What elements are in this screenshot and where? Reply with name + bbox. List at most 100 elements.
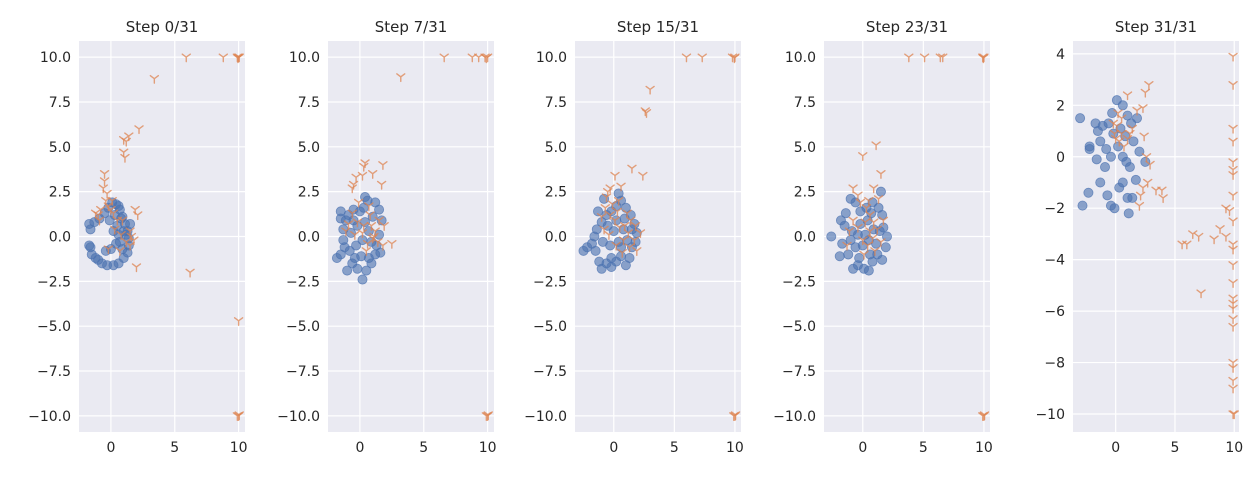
point-series-tri-down xyxy=(1224,207,1235,216)
point-series-tri-down xyxy=(610,171,620,181)
point-series-tri-down xyxy=(1228,81,1238,90)
point-series-tri-down xyxy=(370,227,380,237)
point-series-tri-down xyxy=(1116,129,1127,139)
point-series-tri-down xyxy=(396,73,406,83)
point-series-tri-down xyxy=(697,53,707,63)
point-series-tri-down xyxy=(623,229,634,239)
point-series-tri-down xyxy=(1228,158,1238,168)
point-series-tri-down xyxy=(115,247,125,257)
point-series-circle xyxy=(1123,208,1134,219)
y-tick-label: 2 xyxy=(1056,98,1065,114)
y-tick-label: 0 xyxy=(1056,150,1065,166)
point-series-tri-down xyxy=(632,247,642,257)
point-series-tri-down xyxy=(125,241,135,251)
x-tick-label: 10 xyxy=(726,440,744,456)
point-series-tri-down xyxy=(979,411,990,421)
point-series-tri-down xyxy=(1143,178,1153,188)
point-series-tri-down xyxy=(362,239,373,249)
point-series-circle xyxy=(104,215,115,226)
y-tick-label: −7.5 xyxy=(782,364,816,380)
point-series-tri-down xyxy=(1228,294,1238,304)
point-series-tri-down xyxy=(1228,410,1238,420)
point-series-tri-down xyxy=(343,220,354,230)
point-series-tri-down xyxy=(117,216,128,226)
point-series-tri-down xyxy=(1228,279,1238,288)
point-series-circle xyxy=(374,204,385,215)
point-series-tri-down xyxy=(1228,304,1238,314)
point-series-circle xyxy=(616,251,627,262)
point-series-tri-down xyxy=(1228,124,1238,134)
point-series-circle xyxy=(845,193,856,204)
point-series-circle xyxy=(840,208,851,219)
point-series-tri-down xyxy=(599,225,609,235)
point-series-circle xyxy=(1084,144,1095,155)
point-series-tri-down xyxy=(357,171,368,181)
x-tick-label: 0 xyxy=(106,440,115,456)
point-series-circle xyxy=(1107,108,1118,119)
x-tick-label: 0 xyxy=(1111,440,1120,456)
point-series-circle xyxy=(854,253,865,264)
point-series-circle xyxy=(1105,151,1116,162)
y-tick-label: 2.5 xyxy=(545,185,567,201)
point-series-tri-down xyxy=(610,216,620,226)
x-tick-label: 5 xyxy=(419,440,428,456)
subplot-title: Step 0/31 xyxy=(126,18,199,36)
point-series-circle xyxy=(1122,110,1133,121)
point-series-tri-down xyxy=(116,231,126,240)
subplot-4: Step 23/31 0 5 10 10.0 7.5 5.0 2.5 0.0 −2.5 −5.0 −7… xyxy=(773,18,993,456)
point-series-tri-down xyxy=(1228,376,1238,386)
y-tick-label: −2.5 xyxy=(533,274,567,290)
y-tick-label: 0.0 xyxy=(794,230,816,246)
point-series-tri-down xyxy=(862,241,873,251)
point-series-tri-down xyxy=(347,184,357,194)
point-series-circle xyxy=(357,274,368,285)
y-tick-label: −8 xyxy=(1044,356,1065,372)
point-series-tri-down xyxy=(1228,315,1238,325)
point-series-circle xyxy=(351,240,362,251)
y-tick-label: −10.0 xyxy=(524,409,567,425)
x-tick-label: 0 xyxy=(609,440,618,456)
point-series-tri-down xyxy=(90,209,101,219)
point-series-tri-down xyxy=(868,184,879,194)
point-series-circle xyxy=(1128,136,1139,147)
y-tick-label: 5.0 xyxy=(49,140,71,156)
point-series-tri-down xyxy=(131,263,142,273)
point-series-tri-down xyxy=(1157,186,1167,196)
y-tick-label: −7.5 xyxy=(37,364,71,380)
point-series-circle xyxy=(880,242,891,253)
point-series-tri-down xyxy=(367,234,378,244)
point-series-tri-down xyxy=(859,250,869,260)
point-series-tri-down xyxy=(1228,299,1238,309)
point-series-tri-down xyxy=(181,53,191,63)
point-series-circle xyxy=(1140,156,1151,167)
point-series-tri-down xyxy=(1221,232,1231,242)
point-series-tri-down xyxy=(1228,165,1238,175)
point-series-circle xyxy=(85,224,96,235)
subplot-title: Step 15/31 xyxy=(617,18,699,36)
point-series-tri-down xyxy=(613,196,624,206)
point-series-circle xyxy=(344,245,355,256)
point-series-tri-down xyxy=(605,211,615,221)
point-series-circle xyxy=(1121,156,1132,167)
subplot-5: Step 31/31 0 5 10 4 2 0 −2 −4 −6 −8 −10 xyxy=(1035,18,1243,456)
point-series-tri-down xyxy=(1114,137,1124,147)
point-series-tri-down xyxy=(1182,240,1192,250)
point-series-tri-down xyxy=(635,229,646,239)
point-series-tri-down xyxy=(904,53,914,63)
point-series-tri-down xyxy=(1215,225,1225,234)
subplot-title: Step 31/31 xyxy=(1115,18,1197,36)
point-series-tri-down xyxy=(351,173,361,183)
point-series-tri-down xyxy=(1228,171,1238,180)
point-series-tri-down xyxy=(872,225,883,235)
point-series-tri-down xyxy=(860,218,870,228)
point-series-circle xyxy=(877,254,888,265)
point-series-tri-down xyxy=(858,236,868,246)
point-series-tri-down xyxy=(102,189,112,199)
y-tick-label: −10 xyxy=(1035,407,1065,423)
x-tick-label: 0 xyxy=(858,440,867,456)
point-series-tri-down xyxy=(1134,201,1145,211)
point-series-tri-down xyxy=(373,238,383,248)
point-series-tri-down xyxy=(858,152,868,161)
y-tick-label: 4 xyxy=(1056,47,1065,63)
point-series-tri-down xyxy=(1132,106,1142,116)
